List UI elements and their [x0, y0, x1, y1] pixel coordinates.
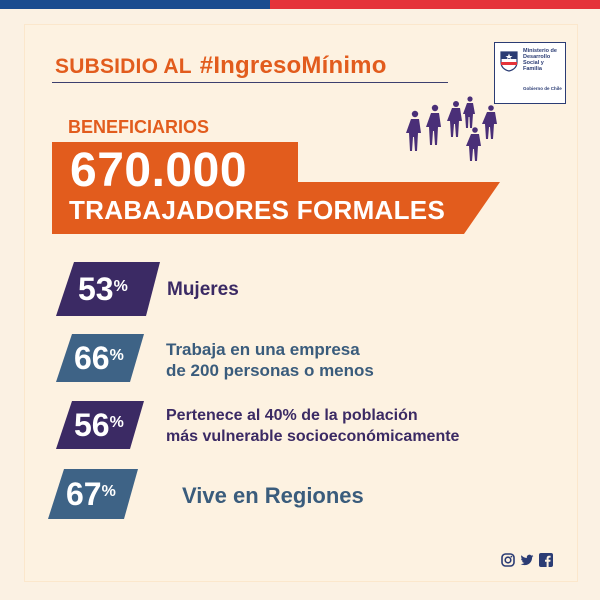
stat-value: 67	[66, 476, 102, 512]
stat-percentage: 66%	[74, 341, 124, 375]
facebook-icon[interactable]	[539, 553, 553, 567]
stat-vulnerable	[56, 401, 148, 449]
top-bar-blue	[0, 0, 270, 9]
stat-text-line: más vulnerable socioeconómicamente	[166, 428, 460, 445]
ministry-name: Ministerio de Desarrollo Social y Famili…	[523, 48, 563, 72]
stat-value: 66	[74, 340, 110, 376]
stat-unit: %	[109, 347, 124, 364]
stat-text-line: Trabaja en una empresa	[166, 340, 360, 359]
stat-percentage: 53%	[78, 272, 128, 306]
stat-regions	[48, 469, 142, 519]
title-prefix: SUBSIDIO AL	[55, 55, 192, 78]
stat-unit: %	[109, 414, 124, 431]
ministry-line: Ministerio de	[523, 48, 557, 54]
stat-text: Mujeres	[167, 279, 239, 300]
stat-text: Pertenece al 40% de la población más vul…	[166, 405, 459, 447]
top-color-bar	[0, 0, 600, 9]
people-icon	[406, 96, 497, 161]
banner-shape	[52, 142, 500, 234]
stat-badge-slate	[56, 334, 144, 382]
stat-percentage: 67%	[66, 477, 116, 511]
stat-text-line: Vive en Regiones	[182, 483, 364, 508]
stat-company-size	[56, 334, 148, 382]
title-hashtag: #IngresoMínimo	[199, 52, 387, 79]
stat-badge-purple	[56, 262, 160, 316]
ministry-logo: Ministerio de Desarrollo Social y Famili…	[494, 42, 566, 104]
stat-value: 53	[78, 271, 114, 307]
instagram-icon[interactable]	[501, 553, 515, 567]
twitter-icon[interactable]	[520, 553, 534, 567]
stat-value: 56	[74, 407, 110, 443]
ministry-line: Familia	[523, 66, 542, 72]
beneficiaries-count: 670.000	[70, 144, 248, 197]
title-underline	[52, 82, 448, 83]
stat-percentage: 56%	[74, 408, 124, 442]
beneficiaries-banner	[52, 142, 500, 234]
stat-badge-purple	[56, 401, 144, 449]
page-title: SUBSIDIO AL #IngresoMínimo	[55, 52, 387, 80]
stat-text: Vive en Regiones	[182, 483, 364, 509]
stat-text-line: Mujeres	[167, 279, 239, 300]
stat-badge-slate	[48, 469, 138, 519]
chile-shield-icon	[500, 51, 518, 72]
stat-text: Trabaja en una empresa de 200 personas o…	[166, 339, 374, 381]
stat-women	[56, 262, 166, 316]
ministry-line: Social y	[523, 60, 544, 66]
stat-unit: %	[113, 278, 128, 295]
government-name: Gobierno de Chile	[523, 86, 562, 91]
ministry-line: Desarrollo	[523, 54, 551, 60]
top-bar-red	[270, 0, 600, 9]
beneficiaries-label: BENEFICIARIOS	[68, 117, 210, 137]
stat-unit: %	[101, 483, 116, 500]
beneficiaries-description: TRABAJADORES FORMALES	[69, 195, 446, 225]
social-links	[501, 553, 553, 567]
stat-text-line: de 200 personas o menos	[166, 361, 374, 380]
stat-text-line: Pertenece al 40% de la población	[166, 407, 418, 424]
